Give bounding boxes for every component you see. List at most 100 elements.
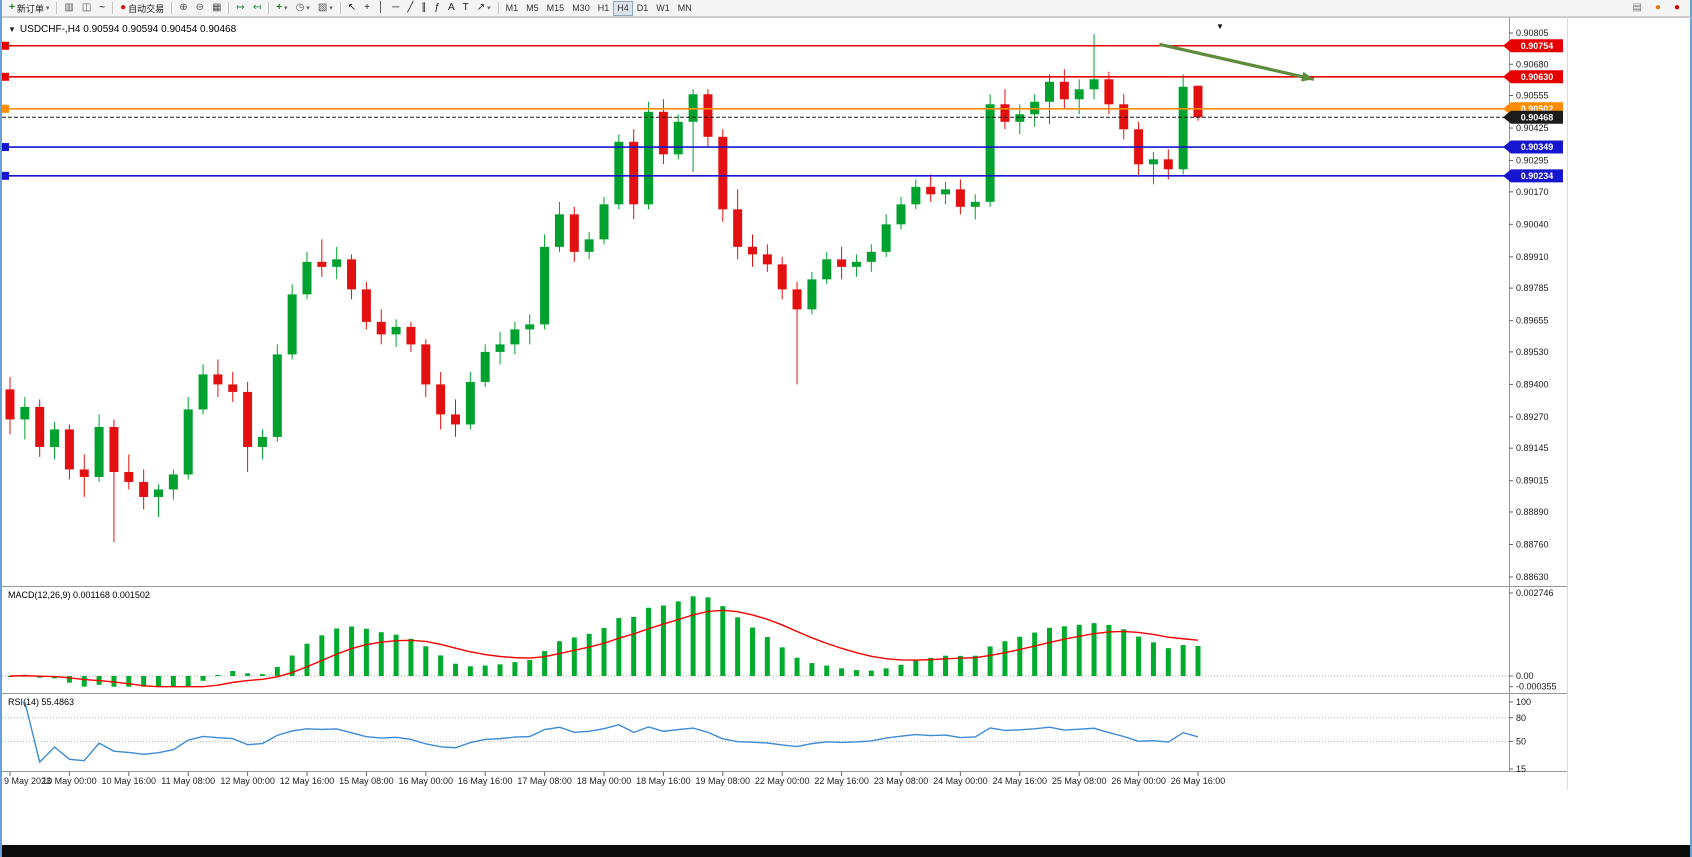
horizontal-line-object[interactable]: 0.90234 xyxy=(2,169,1563,183)
svg-text:12 May 00:00: 12 May 00:00 xyxy=(220,776,275,786)
svg-text:0.90295: 0.90295 xyxy=(1516,156,1549,166)
chart-window: 0.90805 0.90680 0.90555 0.90425 0.90295 0.901… xyxy=(2,17,1692,845)
svg-text:0.00: 0.00 xyxy=(1516,671,1534,681)
periods-icon: ◷ xyxy=(295,2,305,13)
text-label-icon: T xyxy=(462,2,469,13)
svg-text:18 May 16:00: 18 May 16:00 xyxy=(636,776,691,786)
svg-text:9 May 2023: 9 May 2023 xyxy=(4,776,51,786)
zoom-in-button[interactable]: ⊕ xyxy=(175,1,191,16)
crosshair-button[interactable]: + xyxy=(360,1,374,16)
add-indicator-button[interactable]: + ▾ xyxy=(272,1,291,16)
timeframe-button-m30[interactable]: M30 xyxy=(572,3,590,13)
autotrade-button-label: 自动交易 xyxy=(128,3,165,14)
horizontal-line-icon: ─ xyxy=(392,2,400,13)
svg-text:0.90502: 0.90502 xyxy=(1521,104,1554,114)
svg-text:80: 80 xyxy=(1516,713,1526,723)
vertical-line-icon: │ xyxy=(378,2,385,13)
zoom-out-button[interactable]: ⊖ xyxy=(192,1,208,16)
svg-text:25 May 08:00: 25 May 08:00 xyxy=(1052,776,1107,786)
svg-text:100: 100 xyxy=(1516,697,1531,707)
svg-text:0.89270: 0.89270 xyxy=(1516,412,1549,422)
tile-windows-button[interactable]: ▦ xyxy=(208,1,225,16)
svg-text:0.89400: 0.89400 xyxy=(1516,379,1549,389)
toolbar-separator xyxy=(268,2,270,14)
svg-text:0.89785: 0.89785 xyxy=(1516,283,1549,293)
periods-button[interactable]: ◷ ▾ xyxy=(292,1,314,16)
svg-text:19 May 08:00: 19 May 08:00 xyxy=(696,776,751,786)
line-chart-button[interactable]: ~ xyxy=(95,1,109,16)
dropdown-arrow-icon: ▾ xyxy=(329,5,333,12)
svg-text:0.89530: 0.89530 xyxy=(1516,347,1549,357)
arrows-button[interactable]: ↗ ▾ xyxy=(473,1,495,16)
add-indicator-icon: + xyxy=(276,2,283,13)
channel-icon: ∥ xyxy=(421,2,427,13)
dropdown-arrow-icon: ▾ xyxy=(45,5,50,12)
text-icon: A xyxy=(447,2,455,13)
bar-chart-icon: ▥ xyxy=(64,2,74,13)
chart-shift-button[interactable]: ↤ xyxy=(249,1,265,16)
svg-text:50: 50 xyxy=(1516,736,1526,746)
svg-text:26 May 16:00: 26 May 16:00 xyxy=(1171,776,1226,786)
toolbar-left-group: + 新订单 ▾ ▥ ◫ ~ ● 自动交易 ⊕ ⊖ ▦ ↦ ↤ + ▾ ◷ ▾ ▧ ▾ ↖ + │ ─ ╱ ∥ ƒ A T ↗ ▾ M1 M5 M… xyxy=(5,0,696,16)
svg-text:0.90805: 0.90805 xyxy=(1516,28,1549,38)
svg-text:11 May 08:00: 11 May 08:00 xyxy=(161,776,215,786)
toolbar-separator xyxy=(56,2,58,14)
timeframe-button-m15[interactable]: M15 xyxy=(546,3,565,13)
timeframe-button-h1[interactable]: H1 xyxy=(597,3,610,13)
svg-text:0.90555: 0.90555 xyxy=(1516,91,1549,101)
horizontal-line-object[interactable]: 0.90754 xyxy=(2,39,1563,53)
auto-scroll-button[interactable]: ↦ xyxy=(232,1,248,16)
new-order-button[interactable]: + 新订单 ▾ xyxy=(5,1,53,16)
timeframe-button-w1[interactable]: W1 xyxy=(656,3,670,13)
text-button[interactable]: A xyxy=(444,1,459,16)
bar-chart-button[interactable]: ▥ xyxy=(60,1,77,16)
svg-text:0.90234: 0.90234 xyxy=(1521,171,1554,181)
text-label-button[interactable]: T xyxy=(459,1,473,16)
dropdown-arrow-icon: ▾ xyxy=(306,5,310,12)
timeframe-button-mn[interactable]: MN xyxy=(677,3,692,13)
panel-toggle-button[interactable]: ▤ xyxy=(1628,1,1645,16)
collapse-triangle-icon[interactable]: ▼ xyxy=(8,25,16,34)
svg-text:0.90040: 0.90040 xyxy=(1516,219,1549,229)
svg-text:22 May 00:00: 22 May 00:00 xyxy=(755,776,810,786)
trend-arrow-object[interactable] xyxy=(1159,42,1315,82)
horizontal-line-object[interactable]: 0.90349 xyxy=(2,140,1563,154)
toolbar-separator xyxy=(228,2,230,14)
vertical-line-button[interactable]: │ xyxy=(374,1,388,16)
autotrade-icon: ● xyxy=(120,2,127,13)
horizontal-line-object[interactable]: 0.90502 xyxy=(2,102,1563,116)
svg-text:16 May 00:00: 16 May 00:00 xyxy=(399,776,454,786)
alert-indicator[interactable]: ● xyxy=(1651,1,1665,16)
object-anchor-icon: ▼ xyxy=(1216,22,1224,31)
zoom-out-icon: ⊖ xyxy=(195,2,204,13)
record-indicator[interactable]: ● xyxy=(1670,1,1684,16)
cursor-button[interactable]: ↖ xyxy=(344,1,360,16)
price-axis[interactable]: 0.90805 0.90680 0.90555 0.90425 0.90295 0.901… xyxy=(1509,28,1549,582)
alert-dot-icon: ● xyxy=(1654,2,1661,13)
timeframe-button-d1[interactable]: D1 xyxy=(636,3,649,13)
svg-text:0.90170: 0.90170 xyxy=(1516,187,1549,197)
timeframe-button-m5[interactable]: M5 xyxy=(526,3,539,13)
channel-button[interactable]: ∥ xyxy=(417,1,430,16)
svg-text:10 May 16:00: 10 May 16:00 xyxy=(102,776,157,786)
templates-button[interactable]: ▧ ▾ xyxy=(314,1,337,16)
svg-text:0.88630: 0.88630 xyxy=(1516,572,1549,582)
svg-text:22 May 16:00: 22 May 16:00 xyxy=(814,776,869,786)
timeframe-button-m1[interactable]: M1 xyxy=(505,3,519,13)
svg-text:17 May 08:00: 17 May 08:00 xyxy=(517,776,572,786)
svg-text:23 May 08:00: 23 May 08:00 xyxy=(874,776,929,786)
rsi-indicator-label: RSI(14) 55.4863 xyxy=(8,697,75,707)
candlestick-chart-button[interactable]: ◫ xyxy=(78,1,95,16)
timeframe-button-h4[interactable]: H4 xyxy=(613,0,633,16)
autotrade-button[interactable]: ● 自动交易 xyxy=(116,1,168,16)
svg-text:▼: ▼ xyxy=(1216,22,1224,31)
horizontal-line-object[interactable]: 0.90630 xyxy=(2,70,1563,84)
horizontal-line-button[interactable]: ─ xyxy=(388,1,403,16)
chart-canvas[interactable]: 0.90805 0.90680 0.90555 0.90425 0.90295 0.901… xyxy=(2,17,1692,845)
toolbar-right-group: ▤ ● ● xyxy=(1628,1,1687,16)
fibonacci-button[interactable]: ƒ xyxy=(430,1,444,16)
trendline-button[interactable]: ╱ xyxy=(403,1,417,16)
toolbar: + 新订单 ▾ ▥ ◫ ~ ● 自动交易 ⊕ ⊖ ▦ ↦ ↤ + ▾ ◷ ▾ ▧ ▾ ↖ + │ ─ ╱ ∥ ƒ A T ↗ ▾ M1 M5 M… xyxy=(2,0,1690,17)
